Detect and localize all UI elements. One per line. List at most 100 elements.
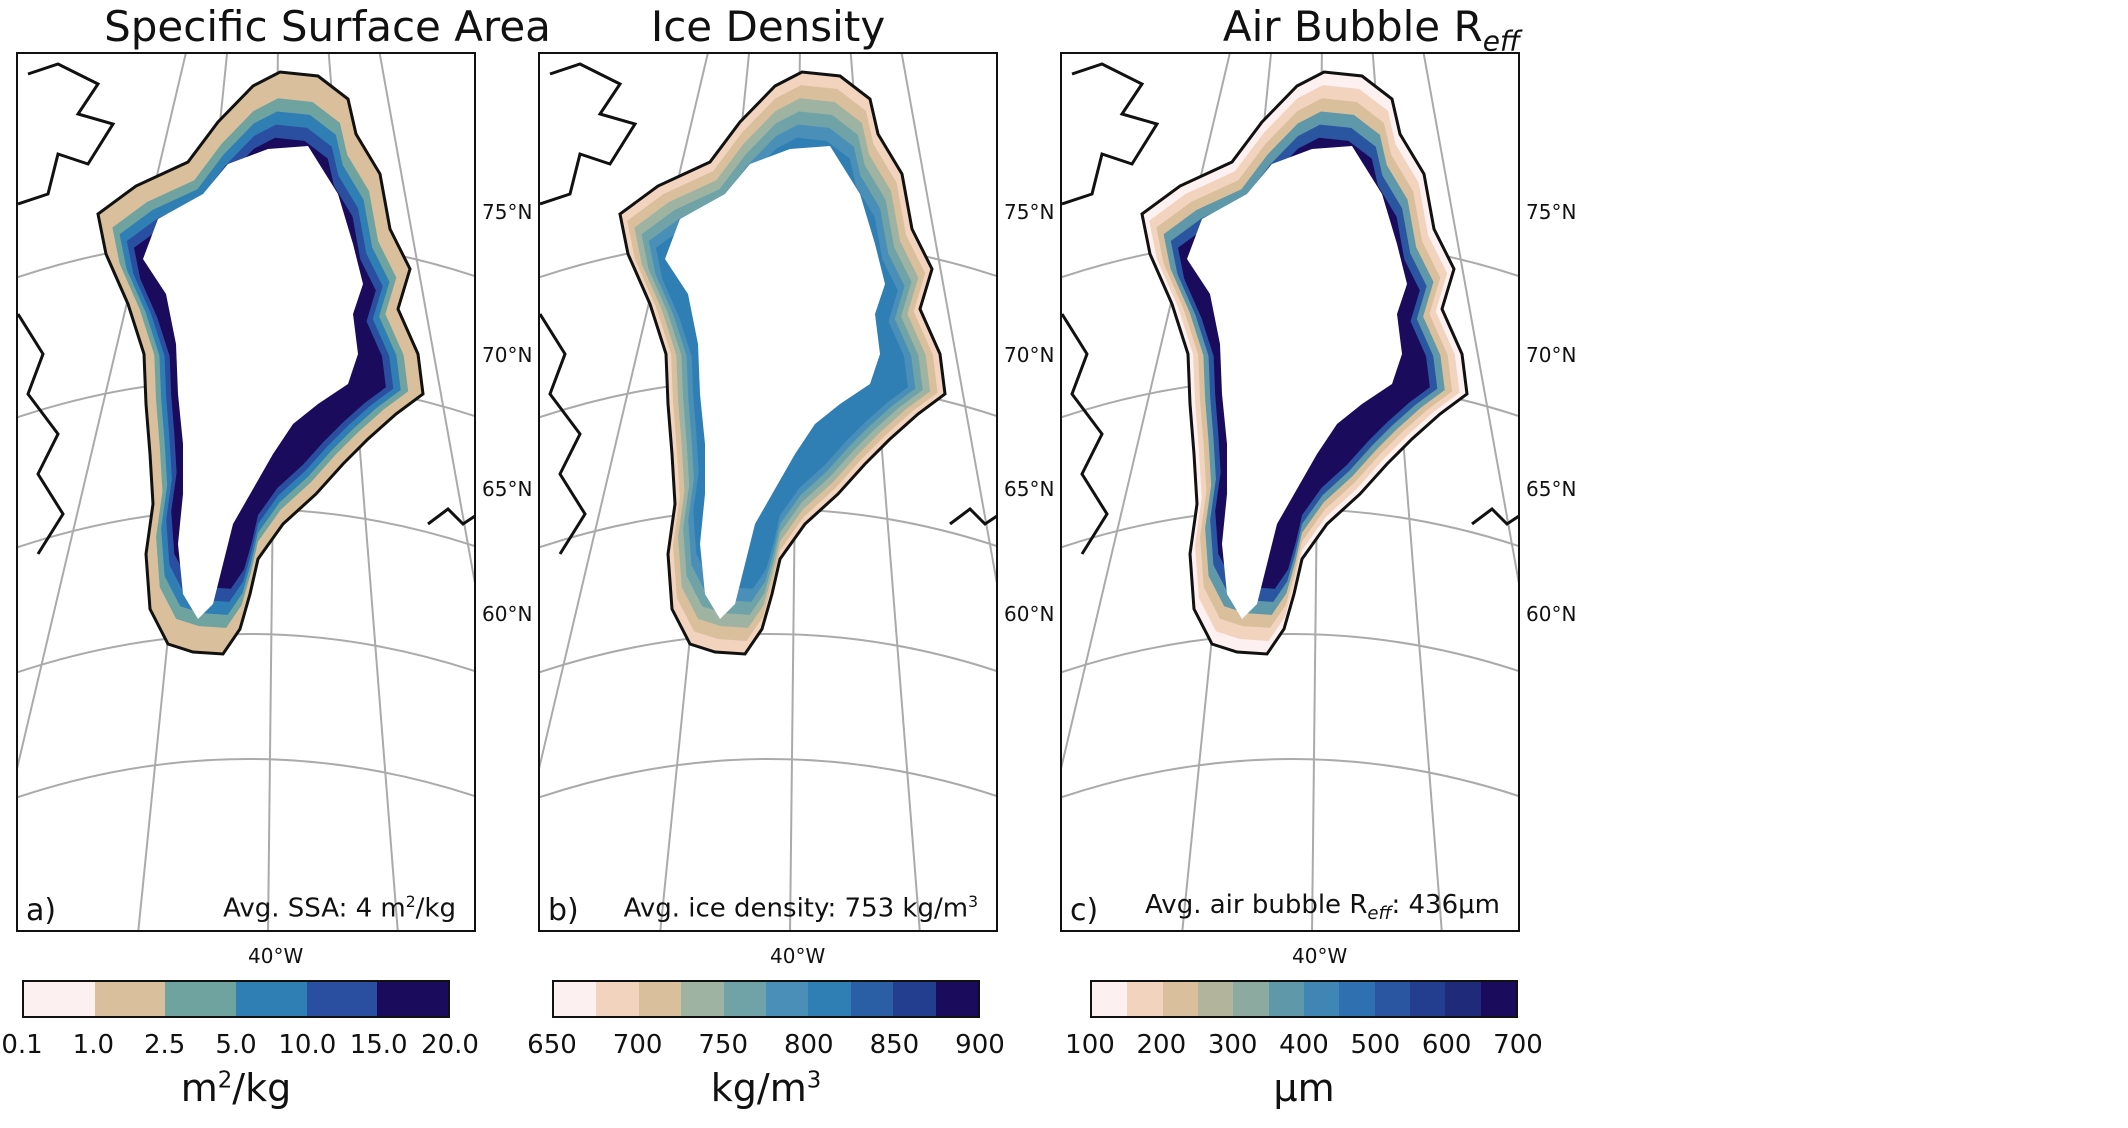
latitude-line — [18, 633, 474, 674]
colorbar-a-tick: 2.5 — [143, 1030, 186, 1060]
latitude-line — [1062, 633, 1518, 674]
colorbar-b-tick: 850 — [869, 1030, 920, 1060]
canada-coastline — [540, 62, 638, 206]
iceland-coastline — [427, 507, 474, 526]
colorbar-c-tick: 500 — [1350, 1030, 1401, 1060]
colorbar-a-tick: 15.0 — [349, 1030, 408, 1060]
colorbar-b-tick: 800 — [783, 1030, 834, 1060]
map-b-svg — [540, 54, 996, 930]
greenland-coastline — [618, 70, 947, 656]
colorbar-a-unit: m2/kg — [180, 1066, 292, 1110]
colorbar-a-tick: 20.0 — [421, 1030, 479, 1060]
colorbar-b-segment — [723, 982, 767, 1016]
meridian-line — [378, 54, 474, 584]
panel-c-lat-60: 60°N — [1526, 602, 1577, 626]
map-panel-c: c) Avg. air bubble Reff: 436µm — [1060, 52, 1520, 932]
panel-b-lon-40w: 40°W — [770, 944, 826, 968]
colorbar-c-tick: 700 — [1493, 1030, 1543, 1060]
colorbar-c-segment — [1339, 982, 1375, 1016]
baffin-coastline — [540, 313, 587, 555]
panel-a-title: Specific Surface Area — [104, 2, 551, 51]
map-panel-b: b) Avg. ice density: 753 kg/m3 — [538, 52, 998, 932]
panel-c-title-main: Air Bubble R — [1222, 2, 1483, 51]
latitude-line — [18, 758, 474, 799]
panel-b-title: Ice Density — [650, 2, 886, 51]
colorbar-c-segment — [1127, 982, 1163, 1016]
colorbar-b-tick: 700 — [612, 1030, 663, 1060]
colorbar-a-segment — [165, 982, 237, 1016]
colorbar-b-segment — [554, 982, 597, 1016]
panel-b-lat-65: 65°N — [1004, 477, 1055, 501]
iceland-coastline — [1471, 507, 1518, 526]
panel-a-lat-60: 60°N — [482, 602, 533, 626]
colorbar-c-segment — [1092, 982, 1128, 1016]
colorbar-c-segment — [1268, 982, 1304, 1016]
ice-sheet-interior — [665, 146, 885, 619]
colorbar-a-segment — [306, 982, 378, 1016]
panel-c-lat-75: 75°N — [1526, 200, 1577, 224]
colorbar-b-segment — [893, 982, 936, 1016]
colorbar-b-segment — [808, 982, 851, 1016]
colorbar-c-segment — [1197, 982, 1234, 1016]
panel-a-letter: a) — [26, 893, 57, 928]
meridian-line — [900, 54, 996, 584]
colorbar-b — [552, 980, 980, 1018]
colorbar-b-tick: 650 — [527, 1030, 577, 1060]
panel-a-lat-70: 70°N — [482, 343, 533, 367]
colorbar-b-tick: 750 — [698, 1030, 749, 1060]
map-a-svg — [18, 54, 474, 930]
colorbar-a-segment — [24, 982, 95, 1016]
panel-c-average: Avg. air bubble Reff: 436µm — [1145, 889, 1500, 924]
baffin-coastline — [18, 313, 65, 555]
ice-sheet-interior — [1187, 146, 1407, 619]
colorbar-c-tick: 600 — [1421, 1030, 1472, 1060]
colorbar-c-tick: 100 — [1065, 1030, 1115, 1060]
latitude-line — [540, 633, 996, 674]
colorbar-b-segment — [638, 982, 682, 1016]
colorbar-b-segment — [850, 982, 894, 1016]
canada-coastline — [1062, 62, 1160, 206]
colorbar-a-segment — [94, 982, 166, 1016]
colorbar-c-tick: 400 — [1279, 1030, 1329, 1060]
colorbar-b-segment — [596, 982, 639, 1016]
colorbar-b-segment — [681, 982, 724, 1016]
colorbar-a-tick: 1.0 — [72, 1030, 115, 1060]
meridian-line — [1422, 54, 1518, 584]
map-panel-a: a) Avg. SSA: 4 m2/kg — [16, 52, 476, 932]
iceland-coastline — [949, 507, 996, 526]
panel-b-letter: b) — [548, 893, 579, 928]
colorbar-b-segment — [935, 982, 979, 1016]
panel-a-lat-75: 75°N — [482, 200, 533, 224]
colorbar-b-segment — [766, 982, 809, 1016]
colorbar-b-tick: 900 — [955, 1030, 1005, 1060]
panel-a-average: Avg. SSA: 4 m2/kg — [223, 893, 456, 924]
colorbar-a-segment — [236, 982, 307, 1016]
colorbar-c-unit: µm — [1273, 1066, 1335, 1110]
colorbar-a-tick: 10.0 — [278, 1030, 337, 1060]
panel-a-lon-40w: 40°W — [248, 944, 304, 968]
colorbar-a-tick: 5.0 — [215, 1030, 257, 1060]
colorbar-b-unit: kg/m3 — [710, 1066, 822, 1110]
panel-c-title: Air Bubble Reff — [1060, 2, 1683, 58]
colorbar-c-segment — [1374, 982, 1410, 1016]
latitude-line — [1062, 758, 1518, 799]
panel-c-lon-40w: 40°W — [1292, 944, 1348, 968]
colorbar-c-segment — [1409, 982, 1446, 1016]
baffin-coastline — [1062, 313, 1109, 555]
colorbar-c-segment — [1303, 982, 1340, 1016]
colorbar-a-segment — [377, 982, 449, 1016]
panel-c-lat-65: 65°N — [1526, 477, 1577, 501]
map-c-svg — [1062, 54, 1518, 930]
colorbar-c-tick: 300 — [1207, 1030, 1258, 1060]
panel-a-lat-65: 65°N — [482, 477, 533, 501]
panel-c-letter: c) — [1070, 893, 1099, 928]
canada-coastline — [18, 62, 116, 206]
colorbar-c-tick: 200 — [1136, 1030, 1187, 1060]
colorbar-c — [1090, 980, 1518, 1018]
panel-b-lat-70: 70°N — [1004, 343, 1055, 367]
colorbar-a-tick: 0.1 — [1, 1030, 43, 1060]
panel-b-lat-75: 75°N — [1004, 200, 1055, 224]
panel-c-title-sub: eff — [1482, 24, 1521, 58]
colorbar-c-segment — [1162, 982, 1198, 1016]
panel-b-average: Avg. ice density: 753 kg/m3 — [623, 893, 978, 924]
